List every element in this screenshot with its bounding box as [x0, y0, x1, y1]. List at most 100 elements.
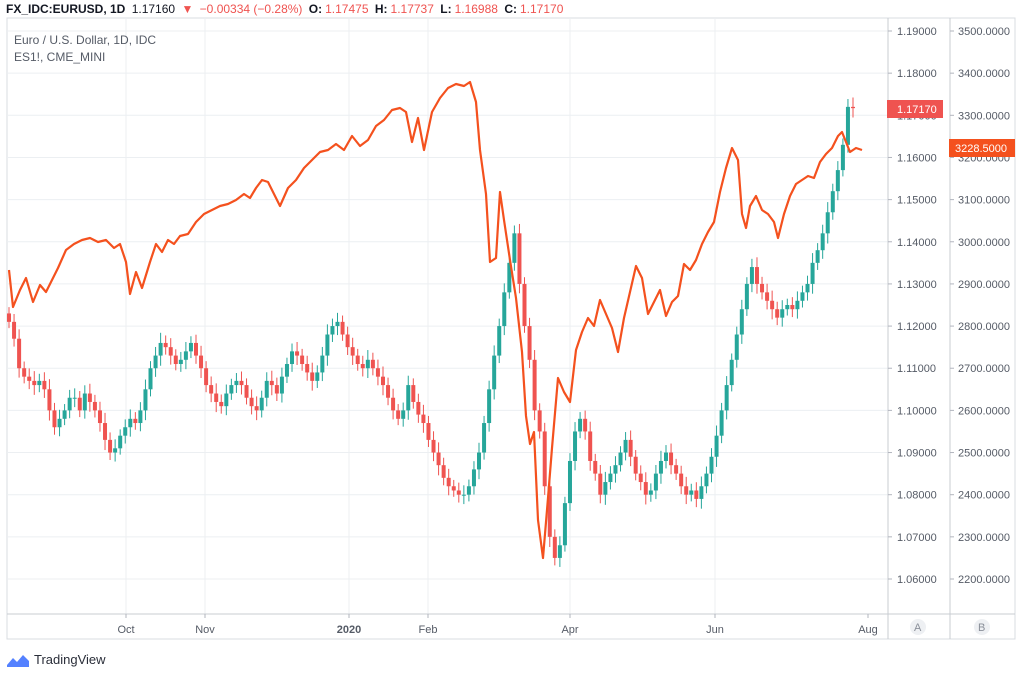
- candle-body: [588, 431, 593, 461]
- candle-body: [103, 423, 108, 440]
- candle-body: [492, 355, 497, 390]
- scale-b-tick-label: 2300.0000: [958, 532, 1010, 544]
- symbol-header: FX_IDC:EURUSD, 1D 1.17160 ▼ −0.00334 (−0…: [0, 0, 1022, 18]
- candle-body: [229, 385, 234, 394]
- candle-body: [643, 482, 648, 495]
- candle-body: [830, 191, 835, 213]
- candle-body: [441, 465, 446, 478]
- candle-body: [760, 283, 765, 293]
- candle-body: [583, 418, 588, 432]
- scale-b-tick-label: 2900.0000: [958, 279, 1010, 291]
- time-tick-label: Apr: [561, 624, 578, 636]
- es1-last-value: 3228.5000: [955, 143, 1007, 155]
- candle-body: [22, 368, 27, 377]
- scale-b-tick-label: 2700.0000: [958, 363, 1010, 375]
- scale-b-tick-label: 2400.0000: [958, 490, 1010, 502]
- candle-body: [765, 292, 770, 301]
- candle-body: [72, 397, 77, 399]
- candle-body: [244, 385, 249, 398]
- candle-body: [775, 309, 780, 318]
- candle-body: [628, 439, 633, 457]
- candle-body: [603, 482, 608, 495]
- candle-body: [658, 460, 663, 474]
- symbol-name[interactable]: FX_IDC:EURUSD, 1D: [6, 2, 126, 16]
- close-label: C:: [504, 2, 517, 16]
- candle-body: [557, 545, 562, 558]
- eurusd-candles: [7, 97, 855, 567]
- es1-overlay-line: [7, 80, 863, 560]
- candle-body: [800, 292, 805, 301]
- price-scale-a[interactable]: 1.190001.180001.170001.160001.150001.140…: [888, 26, 937, 586]
- candle-body: [12, 321, 17, 339]
- time-tick-label: Oct: [117, 624, 134, 636]
- candle-body: [300, 355, 305, 365]
- candle-body: [320, 355, 325, 373]
- candle-body: [67, 397, 72, 411]
- scale-a-tick-label: 1.18000: [897, 68, 937, 80]
- candle-body: [805, 283, 810, 293]
- candle-body: [421, 414, 426, 424]
- scale-a-tick-label: 1.13000: [897, 279, 937, 291]
- candle-body: [416, 401, 421, 415]
- scale-a-button[interactable]: [910, 619, 926, 635]
- chart-frame: [6, 17, 1016, 640]
- scale-a-tick-label: 1.10000: [897, 405, 937, 417]
- candle-body: [254, 406, 259, 411]
- overlay-series-legend[interactable]: ES1!, CME_MINI: [14, 50, 106, 64]
- candle-body: [466, 486, 471, 495]
- candle-body: [497, 326, 502, 356]
- candle-body: [704, 473, 709, 487]
- eurusd-last-value: 1.17170: [897, 104, 937, 116]
- candle-body: [578, 418, 583, 432]
- candle-body: [350, 347, 355, 356]
- scale-a-tick-label: 1.15000: [897, 195, 937, 207]
- candle-body: [820, 233, 825, 251]
- grid-lines: [7, 18, 888, 614]
- candle-body: [431, 439, 436, 453]
- time-tick-label: Jun: [706, 624, 724, 636]
- main-series-legend[interactable]: Euro / U.S. Dollar, 1D, IDC: [14, 33, 157, 47]
- es1-last-value-badge: [949, 139, 1015, 157]
- brand-logo[interactable]: TradingView: [6, 650, 106, 670]
- candle-body: [401, 410, 406, 419]
- close-value: 1.17170: [519, 2, 564, 16]
- candle-body: [618, 452, 623, 466]
- candle-body: [749, 267, 754, 284]
- candle-body: [355, 355, 360, 365]
- candle-body: [532, 359, 537, 411]
- time-tick-label: 2020: [337, 624, 361, 636]
- candle-body: [456, 490, 461, 495]
- time-tick-label: Aug: [858, 624, 878, 636]
- tradingview-logo-icon: [7, 655, 29, 667]
- candle-body: [512, 233, 517, 263]
- candle-body: [689, 490, 694, 495]
- price-scale-b[interactable]: 3500.00003400.00003300.00003200.00003100…: [950, 26, 1010, 586]
- candle-body: [623, 439, 628, 453]
- candle-body: [785, 305, 790, 310]
- candle-body: [739, 309, 744, 335]
- candle-body: [178, 359, 183, 365]
- candle-body: [128, 418, 133, 428]
- candle-body: [471, 469, 476, 487]
- candle-body: [259, 397, 264, 411]
- candle-body: [82, 393, 87, 411]
- candle-body: [284, 364, 289, 377]
- candle-body: [724, 385, 729, 411]
- scale-b-tick-label: 2500.0000: [958, 448, 1010, 460]
- high-label: H:: [374, 2, 388, 16]
- scale-b-button[interactable]: [974, 619, 990, 635]
- time-axis[interactable]: Oct Nov 2020 Feb Apr Jun Aug: [117, 614, 878, 636]
- candle-body: [795, 300, 800, 310]
- low-value: 1.16988: [454, 2, 498, 16]
- candle-body: [527, 326, 532, 360]
- scale-b-tick-label: 2800.0000: [958, 321, 1010, 333]
- candle-body: [664, 452, 669, 461]
- candle-body: [133, 418, 138, 424]
- last-price: 1.17160: [131, 2, 176, 16]
- candle-body: [290, 351, 295, 365]
- candle-body: [386, 385, 391, 398]
- candle-body: [537, 410, 542, 432]
- candle-body: [744, 283, 749, 310]
- scale-a-tick-label: 1.16000: [897, 152, 937, 164]
